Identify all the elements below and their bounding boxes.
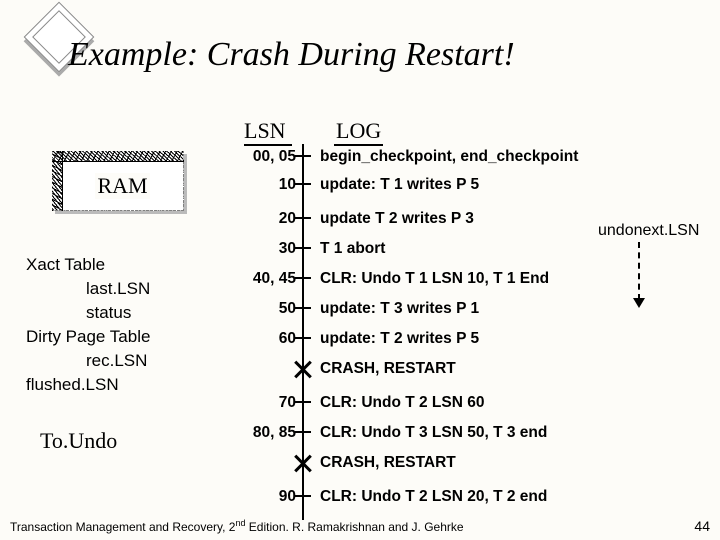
tick [295,183,311,185]
lsn-value: 30 [279,240,296,258]
tick [295,431,311,433]
ram-box: RAM [52,151,184,211]
undonext-arrow-head [633,298,645,308]
log-text: CRASH, RESTART [320,360,456,378]
lsn-header: LSN [244,118,292,146]
tick [295,247,311,249]
tick [295,337,311,339]
dirty-page-label: Dirty Page Table [26,325,150,349]
log-text: CLR: Undo T 3 LSN 50, T 3 end [320,424,547,442]
log-text: update T 2 writes P 3 [320,210,474,228]
lsn-value: 40, 45 [253,270,296,288]
slide-title: Example: Crash During Restart! [68,36,515,74]
lsn-value: 50 [279,300,296,318]
footer: Transaction Management and Recovery, 2nd… [10,518,710,534]
log-text: T 1 abort [320,240,385,258]
log-text: begin_checkpoint, end_checkpoint [320,148,578,166]
lsn-value: 70 [279,394,296,412]
ram-label: RAM [95,173,149,199]
log-text: update: T 1 writes P 5 [320,176,479,194]
lsn-value: 60 [279,330,296,348]
crash-x-icon [294,454,312,472]
xact-table-label: Xact Table [26,253,150,277]
tick [295,155,311,157]
status-label: status [26,301,150,325]
crash-x-icon [294,360,312,378]
footer-sup: nd [235,518,245,528]
log-text: CLR: Undo T 2 LSN 20, T 2 end [320,488,547,506]
log-text: update: T 2 writes P 5 [320,330,479,348]
log-text: CRASH, RESTART [320,454,456,472]
rec-lsn-label: rec.LSN [26,349,150,373]
tick [295,217,311,219]
flushed-lsn-label: flushed.LSN [26,373,150,397]
footer-text: Transaction Management and Recovery, 2 [10,520,235,534]
undonext-arrow-line [638,242,640,300]
last-lsn-label: last.LSN [26,277,150,301]
log-header: LOG [334,118,383,146]
log-text: CLR: Undo T 1 LSN 10, T 1 End [320,270,549,288]
log-text: update: T 3 writes P 1 [320,300,479,318]
page-number: 44 [694,518,710,534]
undonext-label: undonext.LSN [598,222,699,240]
tick [295,307,311,309]
lsn-value: 00, 05 [253,148,296,166]
tick [295,277,311,279]
log-text: CLR: Undo T 2 LSN 60 [320,394,484,412]
tick [295,401,311,403]
left-column-text: Xact Table last.LSN status Dirty Page Ta… [26,253,150,397]
lsn-value: 90 [279,488,296,506]
footer-rest: Edition. R. Ramakrishnan and J. Gehrke [245,520,463,534]
lsn-value: 80, 85 [253,424,296,442]
lsn-value: 10 [279,176,296,194]
lsn-value: 20 [279,210,296,228]
tick [295,495,311,497]
toundo-label: To.Undo [40,428,117,454]
